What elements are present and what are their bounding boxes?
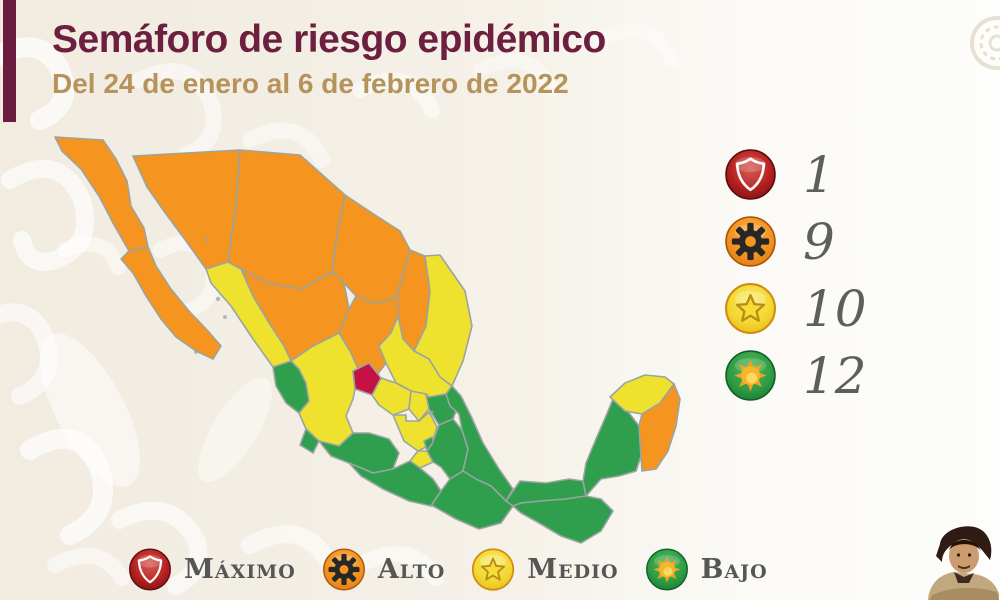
state-gue [348,460,442,507]
state-chh [227,149,346,290]
alto-count: 9 [803,212,835,271]
date-range: Del 24 de enero al 6 de febrero de 2022 [52,67,569,99]
page-title: Semáforo de riesgo epidémico [52,18,606,61]
category-legend: Máximo Alto Medio Bajo [128,545,768,594]
state-cam [582,398,642,497]
legend-item-bajo: Bajo [645,545,768,594]
legend-item-alto: Alto [322,545,445,594]
maximo-count: 1 [803,145,835,204]
shield-icon [128,545,172,594]
state-bc [54,136,149,252]
alto-label: Alto [377,554,446,585]
medio-label: Medio [527,554,619,585]
accent-bar [3,0,16,122]
legend-item-medio: Medio [471,545,618,594]
sun-icon [724,349,777,402]
star-icon [724,282,777,335]
state-ags [352,362,382,396]
state-jal [290,332,360,447]
gear-icon [724,215,777,268]
state-bcs [120,246,222,360]
legend-row-bajo: 12 [724,349,867,402]
state-mor [409,450,434,469]
legend-item-maximo: Máximo [128,545,296,594]
state-col [299,428,320,454]
count-legend: 1 9 10 12 [724,148,867,402]
bajo-count: 12 [803,346,867,405]
state-qr [638,383,681,472]
state-chp [512,495,614,544]
shield-icon [724,148,777,201]
government-logo [970,16,1000,70]
header: Semáforo de riesgo epidémico Del 24 de e… [52,18,606,100]
island-dots [194,237,434,414]
state-sin [205,261,292,368]
bajo-label: Bajo [700,554,768,585]
medio-count: 10 [803,279,867,338]
legend-row-medio: 10 [724,282,867,335]
state-mic [318,432,400,474]
legend-row-maximo: 1 [724,148,867,201]
sun-icon [645,545,689,594]
gear-icon [322,545,366,594]
star-icon [471,545,515,594]
person-illustration [928,526,999,600]
maximo-label: Máximo [184,554,296,585]
legend-row-alto: 9 [724,215,867,268]
